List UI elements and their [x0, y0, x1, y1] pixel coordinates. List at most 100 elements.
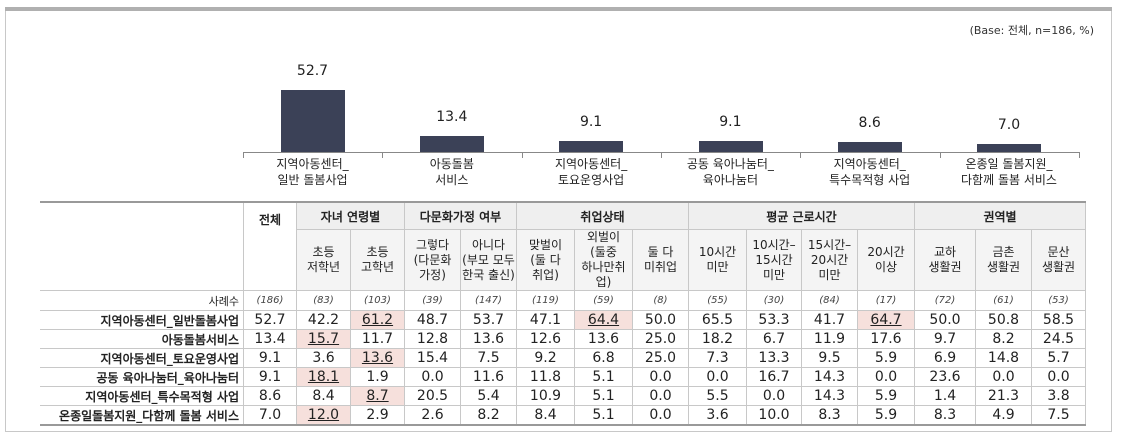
- data-cell: 6.7: [746, 329, 802, 349]
- data-cell: 61.2: [350, 310, 405, 330]
- sub-header-line: 미만: [818, 267, 841, 282]
- category-label-line: 온종일 돌봄지원_: [965, 157, 1053, 171]
- data-cell: 3.6: [688, 405, 747, 426]
- data-cell: 10.0: [746, 405, 802, 426]
- header-total: 전체: [243, 201, 297, 291]
- sub-header-line: 미만: [762, 267, 786, 282]
- table-row: 공동 육아나눔터_육아나눔터 9.1 18.1 1.9 0.0 11.6 11.8 5.1 0.…: [40, 367, 1086, 387]
- category-label-line: 특수목적형 사업: [829, 173, 911, 187]
- x-tick: [1078, 152, 1080, 158]
- group-header: 취업상태: [516, 201, 689, 230]
- data-cell: 0.0: [746, 386, 802, 406]
- category-label: 지역아동센터_ 토요운영사업: [522, 156, 661, 188]
- n-cell: (186): [243, 290, 297, 311]
- sub-header-line: 10시간–: [752, 237, 796, 252]
- sub-header-line: (다문화: [413, 252, 452, 267]
- x-tick: [243, 152, 244, 158]
- data-cell: 12.6: [516, 329, 575, 349]
- data-cell: 7.5: [460, 348, 517, 368]
- data-cell: 14.8: [975, 348, 1032, 368]
- category-label-line: 토요운영사업: [557, 173, 625, 187]
- data-cell: 3.6: [296, 348, 351, 368]
- sub-header-line: (둘 다: [530, 252, 561, 267]
- sub-header-line: 고학년: [360, 260, 395, 274]
- data-cell: 0.0: [975, 367, 1032, 387]
- data-cell: 8.3: [914, 405, 976, 426]
- table-row: 아동돌봄서비스 13.4 15.7 11.7 12.8 13.6 12.6 13.6 25.0 1…: [40, 329, 1086, 349]
- data-cell: 0.0: [1031, 367, 1086, 387]
- data-cell: 5.1: [574, 386, 633, 406]
- n-cell: (30): [746, 290, 802, 311]
- crosstab-table: 전체 자녀 연령별 다문화가정 여부 취업상태 평균 근로시간 권역별 초등 저학년 초등 고학…: [40, 201, 1086, 426]
- data-cell: 5.5: [688, 386, 747, 406]
- corner-cell: [40, 201, 244, 291]
- data-cell: 2.6: [404, 405, 461, 426]
- data-cell: 1.4: [914, 386, 976, 406]
- data-cell: 5.1: [574, 405, 633, 426]
- data-cell: 0.0: [632, 405, 689, 426]
- x-tick: [521, 152, 523, 158]
- sub-header-line: 이상: [874, 260, 898, 274]
- data-cell: 11.9: [801, 329, 858, 349]
- data-cell: 5.7: [1031, 348, 1086, 368]
- sub-header: 교하 생활권: [914, 229, 976, 291]
- sub-header: 아니다 (부모 모두 한국 출신): [460, 229, 517, 291]
- data-cell: 7.5: [1031, 405, 1086, 426]
- sub-header-line: 미만: [706, 260, 729, 274]
- data-cell: 13.4: [243, 329, 297, 349]
- data-cell: 9.1: [243, 348, 297, 368]
- n-cell: (72): [914, 290, 976, 311]
- data-cell: 53.3: [746, 310, 802, 330]
- category-label: 온종일 돌봄지원_ 다함께 돌봄 서비스: [940, 156, 1079, 188]
- n-cell: (39): [404, 290, 461, 311]
- data-cell: 53.7: [460, 310, 517, 330]
- sub-header-line: 취업): [532, 267, 559, 282]
- data-cell: 12.0: [296, 405, 351, 426]
- bar: [698, 141, 763, 152]
- n-cell: (17): [857, 290, 915, 311]
- data-cell: 16.7: [746, 367, 802, 387]
- data-cell: 64.7: [857, 310, 915, 330]
- data-label: 52.7: [296, 63, 329, 79]
- data-cell: 0.0: [857, 367, 915, 387]
- sub-header-line: 초등: [312, 245, 335, 259]
- sub-header-line: 가정): [419, 267, 446, 282]
- data-cell: 18.1: [296, 367, 351, 387]
- table-row: 지역아동센터_토요운영사업 9.1 3.6 13.6 15.4 7.5 9.2 6.8 25.0…: [40, 348, 1086, 368]
- table-row: 지역아동센터_특수목적형 사업 8.6 8.4 8.7 20.5 5.4 10.9 5.1 0.…: [40, 386, 1086, 406]
- data-label: 9.1: [719, 114, 742, 131]
- data-cell: 0.0: [404, 367, 461, 387]
- data-cell: 5.9: [857, 348, 915, 368]
- data-cell: 9.1: [243, 367, 297, 387]
- data-cell: 11.6: [460, 367, 517, 387]
- sub-header-line: 생활권: [928, 260, 962, 274]
- data-cell: 41.7: [801, 310, 858, 330]
- top-rule: [5, 7, 1112, 11]
- data-cell: 1.9: [350, 367, 405, 387]
- x-tick: [939, 152, 941, 158]
- data-cell: 13.6: [574, 329, 633, 349]
- data-cell: 47.1: [516, 310, 575, 330]
- data-cell: 8.6: [243, 386, 297, 406]
- data-cell: 8.4: [516, 405, 575, 426]
- sub-header-line: 15시간–: [807, 237, 852, 252]
- bar: [977, 143, 1042, 152]
- sub-header: 10시간 미만: [688, 229, 747, 291]
- sub-header-line: 20시간: [810, 252, 849, 267]
- data-cell: 5.9: [857, 405, 915, 426]
- sub-header-line: 생활권: [1041, 260, 1076, 274]
- data-cell: 9.2: [516, 348, 575, 368]
- bar: [419, 136, 484, 152]
- sub-header: 금촌 생활권: [975, 229, 1032, 291]
- sub-header: 15시간– 20시간 미만: [801, 229, 858, 291]
- sub-header: 문산 생활권: [1031, 229, 1086, 291]
- sub-header-line: 맞벌이: [528, 237, 563, 252]
- data-cell: 9.5: [801, 348, 858, 368]
- sub-header-line: 하나만취업): [581, 260, 626, 289]
- data-cell: 14.3: [801, 367, 858, 387]
- x-tick: [382, 152, 384, 158]
- data-cell: 8.2: [975, 329, 1032, 349]
- sub-header-line: 생활권: [986, 260, 1021, 274]
- data-label: 9.1: [579, 114, 603, 131]
